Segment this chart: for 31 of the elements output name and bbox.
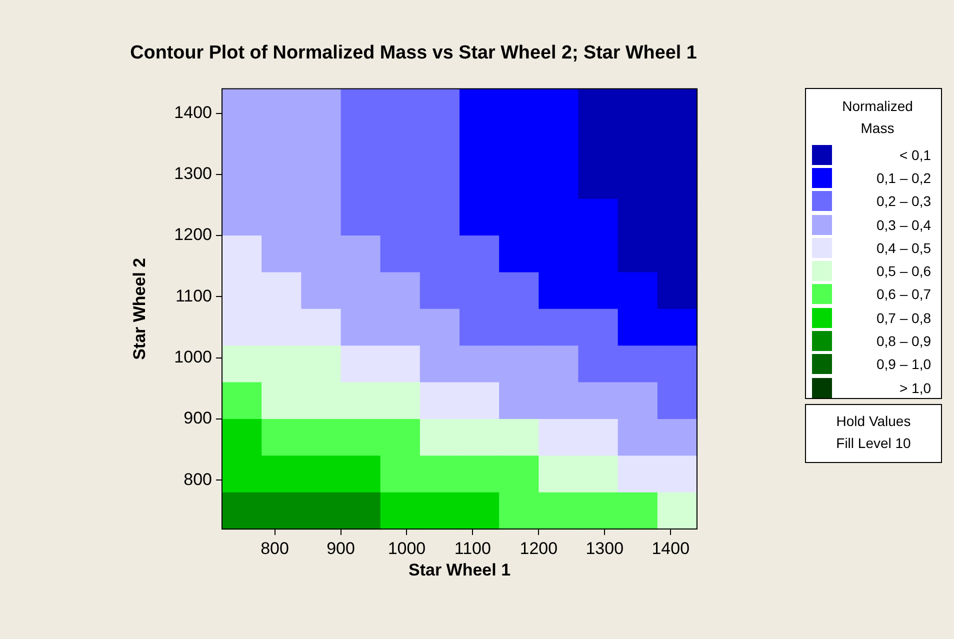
x-tick-label: 1300 [586, 538, 624, 558]
color-bar-label: 0,5 – 0,6 [876, 263, 932, 280]
text: Hold Values [835, 412, 912, 431]
color-bar-label: 0,4 – 0,5 [876, 240, 932, 256]
color-bar-label: 0,7 – 0,8 [876, 310, 932, 326]
y-tick-label: 1200 [174, 225, 212, 244]
x-tick-label: 1000 [388, 538, 426, 558]
x-tick-label: 900 [326, 538, 355, 558]
y-tick-label: 1100 [175, 286, 212, 306]
color-bar-label: 0,6 – 0,7 [876, 286, 932, 302]
color-bar-label: 0,3 – 0,4 [876, 216, 932, 233]
x-tick-label: 1400 [652, 538, 690, 558]
color-bar-label: 0,2 – 0,3 [876, 193, 932, 210]
y-tick-label: 1400 [174, 102, 212, 122]
y-tick-label: 1000 [174, 348, 212, 366]
color-bar-title: Normalized Mass [841, 97, 914, 138]
y-tick-label: 800 [184, 470, 212, 489]
color-bar-label: 0,8 – 0,9 [876, 333, 932, 350]
color-bar-label: > 1,0 [898, 380, 932, 396]
x-tick-label: 1200 [520, 538, 558, 558]
chart-title: Contour Plot of Normalized Mass vs Star Wheel 2; Star Wheel 1 [130, 42, 697, 64]
y-tick-label: 900 [184, 408, 212, 428]
y-axis-title: Star Wheel 2 [130, 258, 149, 360]
color-bar-label: < 0,1 [898, 146, 932, 163]
x-axis-title: Star Wheel 1 [408, 560, 511, 580]
color-bar-label: 0,9 – 1,0 [876, 356, 932, 372]
y-tick-label: 1300 [174, 164, 212, 184]
x-tick-label: 800 [260, 538, 289, 558]
text: Fill Level 10 [835, 434, 912, 453]
color-bar-label: 0,1 – 0,2 [876, 170, 932, 186]
x-tick-label: 1100 [454, 538, 491, 558]
